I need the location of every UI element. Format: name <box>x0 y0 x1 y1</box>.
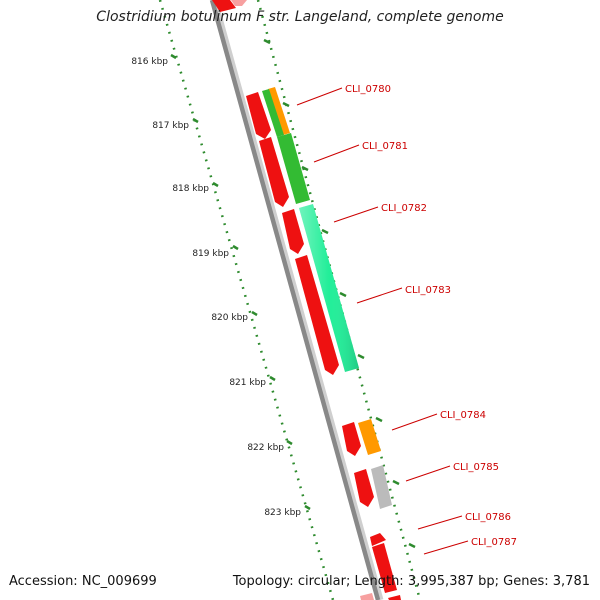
outer-tick <box>392 479 400 486</box>
scale-label-821: 821 kbp <box>229 378 266 388</box>
leader-line-0781 <box>313 144 360 163</box>
outer-ticks <box>263 38 416 549</box>
cds-arrow <box>388 595 401 600</box>
scale-label-819: 819 kbp <box>192 249 229 259</box>
tick-823 <box>304 504 311 511</box>
topology-label: Topology: <box>232 574 294 589</box>
gene-label-cli-0786: CLI_0786 <box>465 512 511 523</box>
cds-arrow <box>259 137 289 207</box>
leader-line-0787 <box>423 540 469 555</box>
gene-cli-0784 <box>358 419 381 455</box>
cds-arrow <box>370 533 386 546</box>
accession-label: Accession: <box>9 574 78 589</box>
scale-label-822: 822 kbp <box>247 443 284 453</box>
gene-label-cli-0781: CLI_0781 <box>362 141 408 152</box>
cds-arrow-pink <box>360 593 374 600</box>
tick-816 <box>170 53 177 60</box>
length-value: 3,995,387 bp <box>407 574 495 589</box>
outer-tick <box>263 38 271 45</box>
tick-819 <box>232 244 239 251</box>
gene-label-cli-0783: CLI_0783 <box>405 285 451 296</box>
outer-tick <box>301 165 309 172</box>
gene-label-cli-0785: CLI_0785 <box>453 462 499 473</box>
topology-value: circular <box>297 574 346 589</box>
inner-ticks <box>170 53 311 511</box>
leader-line-0784 <box>391 413 438 431</box>
tick-822 <box>286 439 293 446</box>
tick-820 <box>251 310 258 317</box>
gene-cli-0785 <box>371 465 392 509</box>
gene-label-cli-0780: CLI_0780 <box>345 84 391 95</box>
reverse-strand-cds <box>212 0 401 600</box>
cds-arrow <box>212 0 236 12</box>
map-title: Clostridium botulinum F str. Langeland, … <box>96 9 504 25</box>
scale-label-817: 817 kbp <box>152 121 189 131</box>
outer-tick <box>282 101 290 108</box>
outer-tick <box>357 353 365 360</box>
accession-value: NC_009699 <box>81 574 157 589</box>
scale-label-816: 816 kbp <box>131 57 168 67</box>
tick-821 <box>269 375 276 382</box>
gene-label-cli-0787: CLI_0787 <box>471 537 517 548</box>
backbone <box>209 0 381 600</box>
cds-arrow <box>282 209 304 254</box>
scale-label-820: 820 kbp <box>211 313 248 323</box>
cds-arrow <box>354 469 374 507</box>
tick-817 <box>192 117 199 124</box>
leader-line-0783 <box>356 287 403 304</box>
leader-line-0780 <box>296 87 343 106</box>
length-label: Length: <box>354 574 404 589</box>
outer-tick <box>408 542 416 549</box>
cds-arrow <box>295 255 339 375</box>
scale-label-818: 818 kbp <box>172 184 209 194</box>
gene-label-cli-0784: CLI_0784 <box>440 410 486 421</box>
genes-value: 3,781 <box>552 574 590 589</box>
outer-tick <box>375 416 383 423</box>
leader-line-0782 <box>333 206 379 223</box>
gene-labels: CLI_0780 CLI_0781 CLI_0782 CLI_0783 CLI_… <box>345 84 517 548</box>
tick-818 <box>212 181 219 188</box>
gene-cli-0780 <box>268 87 290 135</box>
cds-arrow-pink <box>231 0 247 6</box>
genome-summary: Topology: circular; Length: 3,995,387 bp… <box>232 574 590 589</box>
cds-arrow <box>246 92 271 139</box>
cds-arrow <box>342 422 361 456</box>
cds-arrow <box>372 543 397 593</box>
leader-line-0786 <box>417 515 463 530</box>
gene-cli-0781-a <box>262 89 284 137</box>
outer-tick <box>339 291 347 298</box>
accession-info: Accession: NC_009699 <box>9 574 157 589</box>
gene-cli-0781-b <box>277 133 310 204</box>
leader-line-0785 <box>405 465 451 482</box>
leader-lines <box>296 87 469 555</box>
gene-cli-0783-shade <box>299 204 359 372</box>
scale-label-823: 823 kbp <box>264 508 301 518</box>
outer-tick <box>321 228 329 235</box>
scale-labels: 816 kbp 817 kbp 818 kbp 819 kbp 820 kbp … <box>131 57 301 518</box>
genes-label: Genes: <box>503 574 549 589</box>
gene-label-cli-0782: CLI_0782 <box>381 203 427 214</box>
